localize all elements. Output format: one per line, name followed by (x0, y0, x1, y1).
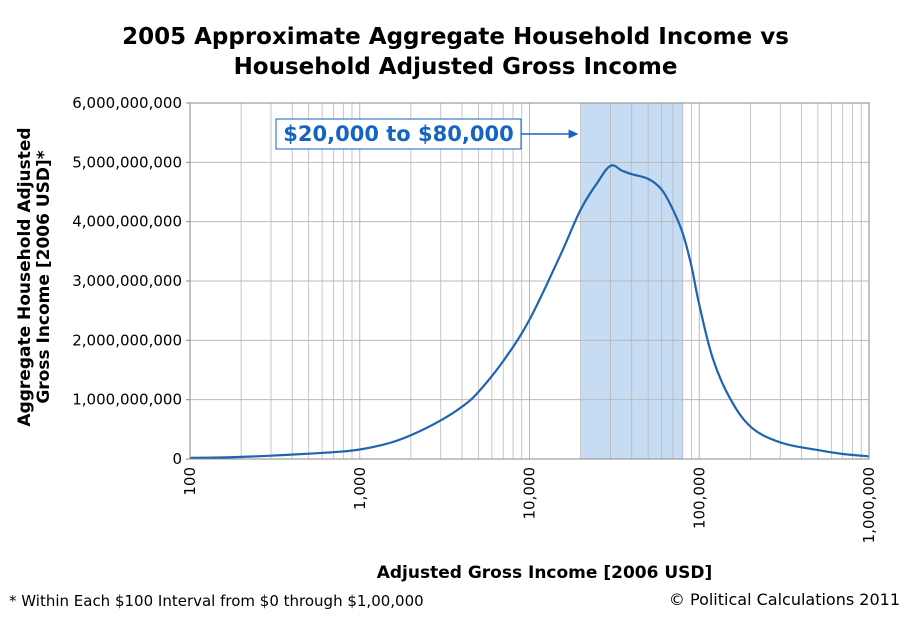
footnote: * Within Each $100 Interval from $0 thro… (9, 592, 424, 610)
chart-title-line-1: 2005 Approximate Aggregate Household Inc… (122, 24, 789, 50)
x-tick-label: 100,000 (690, 467, 708, 529)
chart-title: 2005 Approximate Aggregate Household Inc… (0, 22, 911, 82)
x-tick-label: 1,000 (351, 467, 369, 510)
x-tick-label: 100 (181, 467, 199, 496)
grid-layer (190, 103, 869, 459)
x-tick-label: 10,000 (521, 467, 539, 520)
y-tick-label: 6,000,000,000 (72, 94, 182, 112)
x-axis-label: Adjusted Gross Income [2006 USD] (377, 563, 713, 583)
label-layer: 0 1,000,000,000 2,000,000,000 3,000,000,000… (15, 94, 878, 583)
series-line-0 (189, 164, 870, 459)
y-tick-label: 3,000,000,000 (72, 272, 182, 290)
y-axis-label-line-1: Aggregate Household Adjusted (15, 127, 35, 426)
y-tick-label: 0 (172, 450, 182, 468)
chart-title-line-2: Household Adjusted Gross Income (233, 54, 678, 80)
axis-layer (186, 102, 870, 460)
y-tick-label: 1,000,000,000 (72, 391, 182, 409)
band-annotation-box (275, 118, 522, 150)
copyright-credit: © Political Calculations 2011 (668, 590, 900, 609)
y-axis-label-line-2: Gross Income [2006 USD]* (34, 150, 54, 403)
band-annotation-arrow-head (568, 129, 579, 139)
x-tick-label: 1,000,000 (860, 467, 878, 543)
y-tick-label: 5,000,000,000 (72, 153, 182, 171)
y-tick-label: 2,000,000,000 (72, 331, 182, 349)
y-tick-label: 4,000,000,000 (72, 213, 182, 231)
band-annotation-label: $20,000 to $80,000 (283, 122, 513, 146)
series-layer (189, 164, 870, 459)
